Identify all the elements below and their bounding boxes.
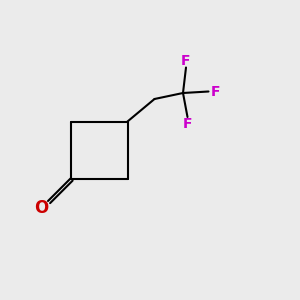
Text: O: O	[34, 199, 49, 217]
Text: F: F	[181, 54, 191, 68]
Text: F: F	[183, 117, 192, 130]
Text: F: F	[210, 85, 220, 98]
